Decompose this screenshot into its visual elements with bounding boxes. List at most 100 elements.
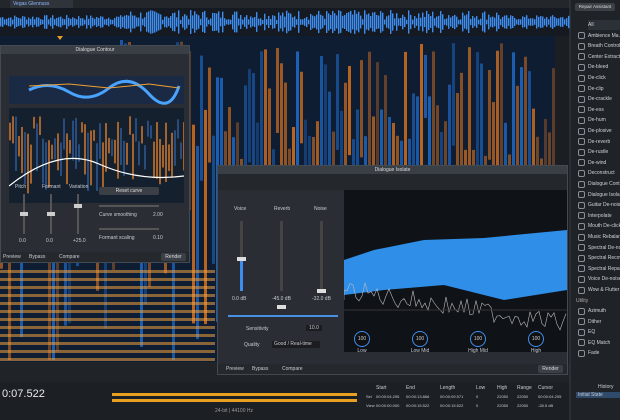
compare-button[interactable]: Compare: [59, 254, 80, 260]
preview-button[interactable]: Preview: [3, 254, 21, 260]
decoration: [448, 84, 451, 196]
module-icon[interactable]: [578, 180, 585, 188]
module-item[interactable]: Guitar De-noise: [588, 202, 620, 209]
decoration: [504, 122, 507, 207]
module-icon[interactable]: [578, 233, 585, 241]
module-icon[interactable]: [578, 95, 585, 103]
module-item[interactable]: Interpolate: [588, 212, 612, 219]
cell: 0: [476, 394, 479, 399]
module-item[interactable]: Dialogue Isola...: [588, 191, 620, 198]
bypass-button[interactable]: Bypass: [252, 366, 269, 372]
module-item[interactable]: Spectral Repair: [588, 265, 620, 272]
module-item[interactable]: Voice De-noise: [588, 276, 620, 283]
slider-thumb[interactable]: [47, 212, 55, 216]
fader-thumb[interactable]: [277, 305, 286, 309]
slider-thumb[interactable]: [20, 212, 28, 216]
module-item[interactable]: Fade: [588, 350, 600, 357]
module-item[interactable]: Deconstruct: [588, 170, 615, 177]
module-icon[interactable]: [578, 127, 585, 135]
module-item[interactable]: Spectral De-noise: [588, 244, 620, 251]
module-item[interactable]: Center Extract: [588, 53, 620, 60]
slider-track[interactable]: [77, 194, 79, 234]
module-icon[interactable]: [578, 42, 585, 50]
decoration: [45, 142, 47, 190]
fader-track[interactable]: [240, 221, 243, 291]
module-icon[interactable]: [578, 286, 585, 294]
module-icon[interactable]: [578, 339, 585, 347]
module-icon[interactable]: [578, 212, 585, 220]
history-item[interactable]: Initial State: [576, 392, 620, 398]
module-icon[interactable]: [578, 265, 585, 273]
decoration: [132, 133, 134, 180]
reset-curve-button[interactable]: Reset curve: [99, 187, 159, 195]
band-knob[interactable]: 100: [412, 331, 428, 347]
decoration: [0, 350, 215, 353]
decoration: [500, 43, 503, 226]
module-icon[interactable]: [578, 318, 585, 326]
module-icon[interactable]: [578, 244, 585, 252]
module-item[interactable]: Wow & Flutter: [588, 287, 620, 293]
slider-thumb[interactable]: [74, 204, 82, 208]
module-item[interactable]: De-wind: [588, 159, 607, 166]
band-knob[interactable]: 100: [470, 331, 486, 347]
module-item[interactable]: De-clip: [588, 85, 604, 92]
module-icon[interactable]: [578, 159, 585, 167]
module-item[interactable]: EQ Match: [588, 339, 611, 346]
module-item[interactable]: Ambience Ma...: [588, 32, 620, 39]
module-icon[interactable]: [578, 275, 585, 283]
module-item[interactable]: De-hum: [588, 117, 606, 124]
module-icon[interactable]: [578, 53, 585, 61]
module-item[interactable]: All: [588, 20, 620, 30]
module-item[interactable]: De-bleed: [588, 64, 609, 71]
decoration: [492, 16, 494, 28]
bypass-button[interactable]: Bypass: [29, 254, 46, 260]
module-icon[interactable]: [578, 222, 585, 230]
decoration: [324, 64, 327, 249]
module-icon[interactable]: [578, 63, 585, 71]
preview-button[interactable]: Preview: [226, 366, 244, 372]
module-icon[interactable]: [578, 148, 585, 156]
decoration: [424, 54, 427, 118]
repair-assistant-button[interactable]: Repair Assistant: [575, 3, 615, 11]
module-item[interactable]: De-rustle: [588, 149, 609, 156]
module-icon[interactable]: [578, 138, 585, 146]
module-icon[interactable]: [578, 307, 585, 315]
band-knob[interactable]: 100: [528, 331, 544, 347]
module-item[interactable]: Dither: [588, 318, 602, 325]
module-item[interactable]: De-plosive: [588, 128, 612, 134]
compare-button[interactable]: Compare: [282, 366, 303, 372]
module-icon[interactable]: [578, 201, 585, 209]
module-item[interactable]: Azimuth: [588, 308, 607, 314]
module-icon[interactable]: [578, 74, 585, 82]
fader-thumb[interactable]: [237, 257, 246, 261]
module-item[interactable]: Music Rebalance: [588, 234, 620, 240]
module-item[interactable]: De-crackle: [588, 96, 612, 103]
module-item[interactable]: Dialogue Cont...: [588, 181, 620, 187]
decoration: [396, 13, 398, 31]
module-icon[interactable]: [578, 328, 585, 336]
module-icon[interactable]: [578, 32, 585, 40]
render-button[interactable]: Render: [161, 253, 186, 261]
fader-track[interactable]: [320, 221, 323, 291]
render-button[interactable]: Render: [538, 365, 563, 373]
module-item[interactable]: De-reverb: [588, 138, 611, 145]
module-item[interactable]: EQ: [588, 329, 596, 336]
module-item[interactable]: Breath Control: [588, 43, 620, 50]
module-icon[interactable]: [578, 116, 585, 124]
module-item[interactable]: Spectral Recovery: [588, 255, 620, 262]
band-knob[interactable]: 100: [354, 331, 370, 347]
decoration: [568, 15, 570, 29]
module-icon[interactable]: [578, 349, 585, 357]
module-icon[interactable]: [578, 191, 585, 199]
file-tab[interactable]: Vegas Glennuss: [10, 0, 73, 8]
module-item[interactable]: De-click: [588, 75, 606, 81]
fader-thumb[interactable]: [317, 289, 326, 293]
module-icon[interactable]: [578, 169, 585, 177]
module-icon[interactable]: [578, 106, 585, 114]
module-item[interactable]: Mouth De-click: [588, 223, 620, 230]
module-item[interactable]: De-ess: [588, 106, 604, 113]
module-icon[interactable]: [578, 85, 585, 93]
quality-dropdown[interactable]: Good / Real-time: [272, 341, 320, 348]
fader-track[interactable]: [280, 221, 283, 291]
module-icon[interactable]: [578, 254, 585, 262]
